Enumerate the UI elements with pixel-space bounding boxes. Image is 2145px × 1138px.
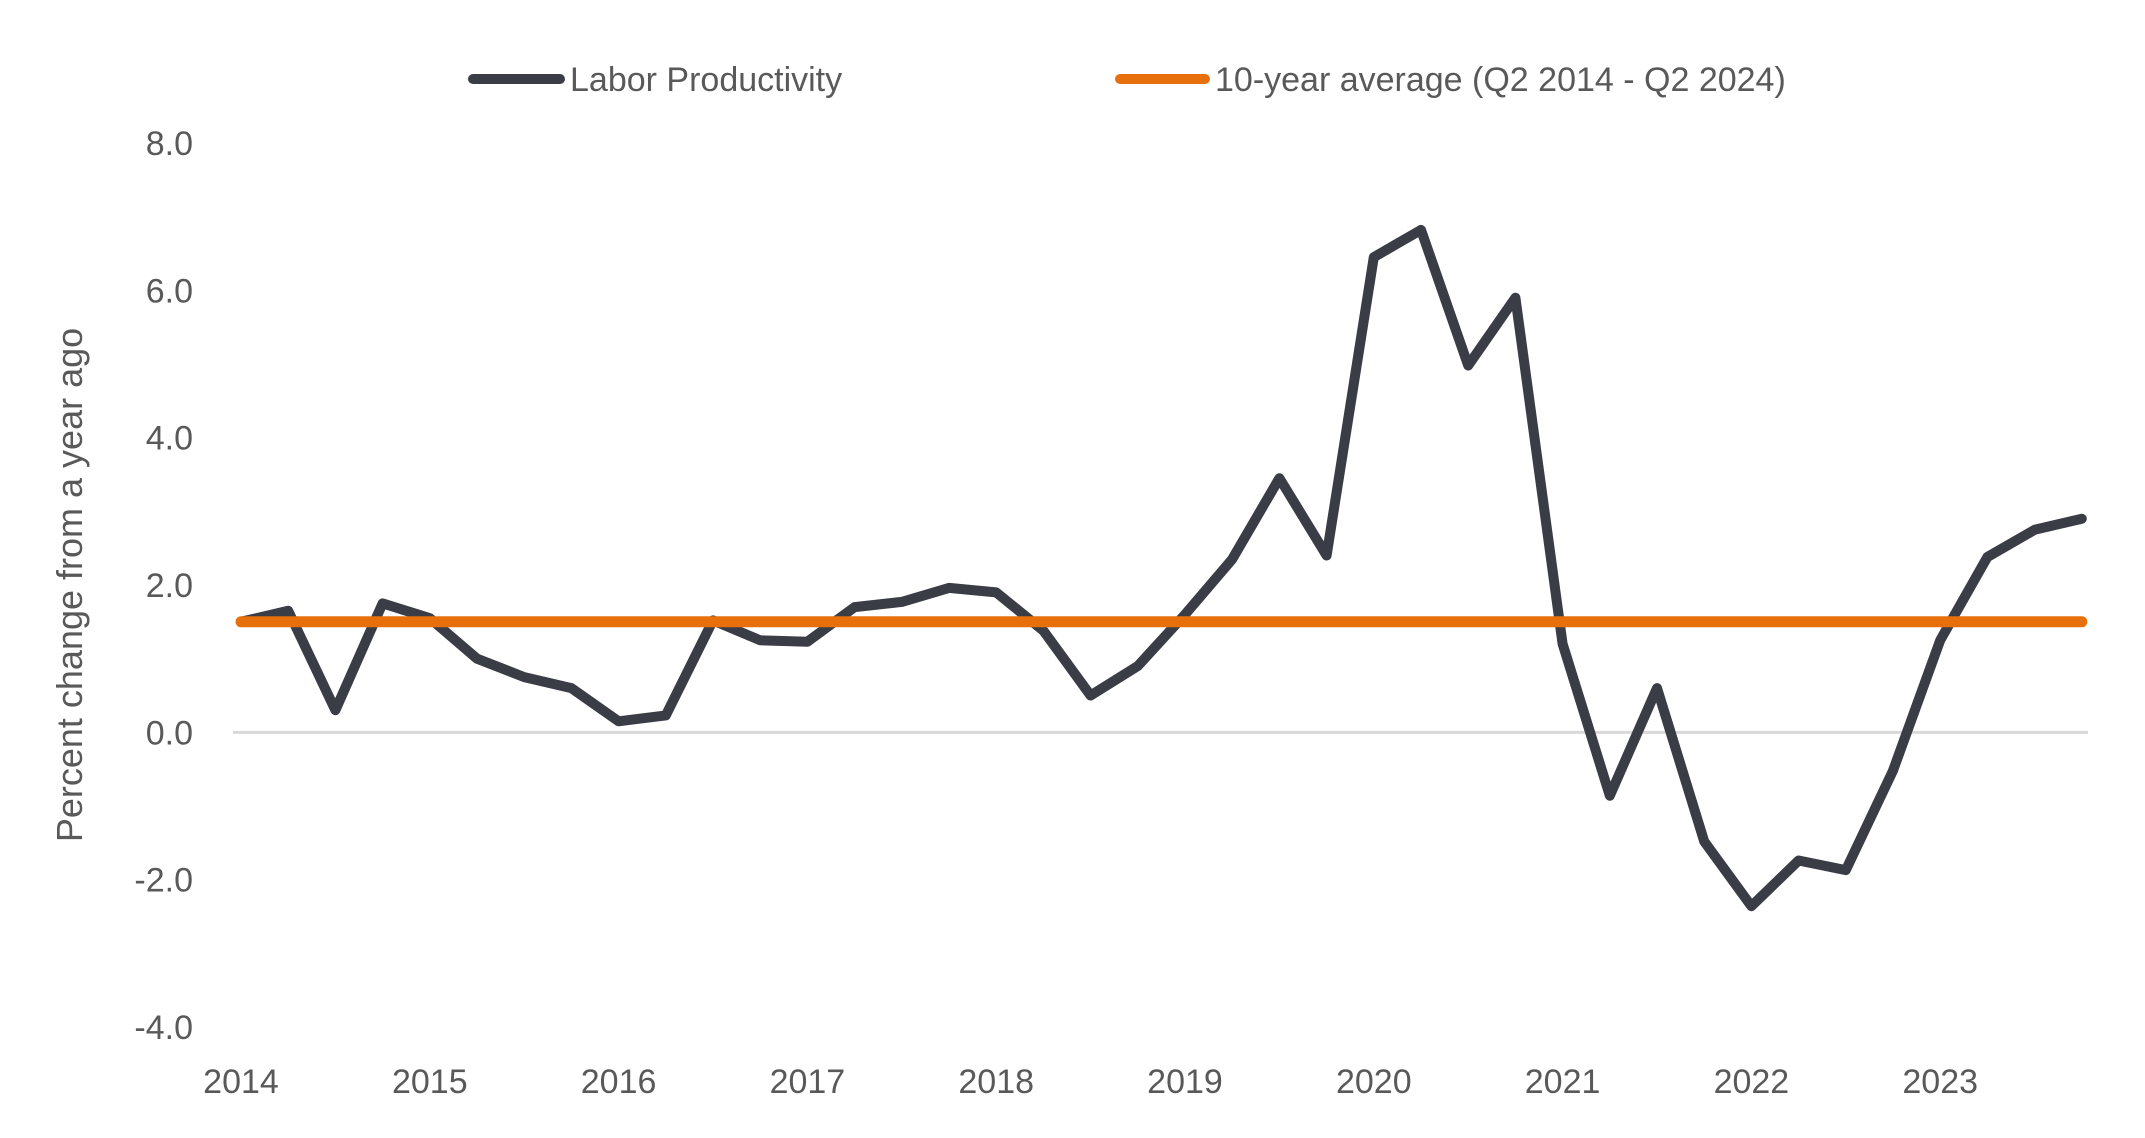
y-tick-label: 8.0 xyxy=(146,125,193,163)
x-tick-label: 2015 xyxy=(392,1063,468,1101)
y-tick-label: 0.0 xyxy=(146,714,193,752)
x-tick-label: 2022 xyxy=(1714,1063,1790,1101)
y-axis-ticks: 8.0 6.0 4.0 2.0 0.0 -2.0 -4.0 xyxy=(134,125,193,1047)
x-tick-label: 2023 xyxy=(1902,1063,1978,1101)
legend-item-labor-productivity: Labor Productivity xyxy=(468,61,842,99)
x-axis-ticks: 2014 2015 2016 2017 2018 2019 2020 2021 2022 2023 xyxy=(203,1063,1978,1101)
x-tick-label: 2018 xyxy=(958,1063,1034,1101)
y-tick-label: -4.0 xyxy=(134,1009,193,1047)
legend: Labor Productivity 10-year average (Q2 2… xyxy=(468,61,1786,99)
y-axis-title: Percent change from a year ago xyxy=(49,328,90,842)
series-line-labor-productivity xyxy=(236,224,2087,912)
series-group xyxy=(235,224,2088,912)
y-tick-label: 6.0 xyxy=(146,272,193,310)
x-tick-label: 2020 xyxy=(1336,1063,1412,1101)
x-tick-label: 2021 xyxy=(1525,1063,1601,1101)
y-tick-label: 2.0 xyxy=(146,567,193,605)
x-tick-label: 2017 xyxy=(770,1063,846,1101)
x-tick-label: 2019 xyxy=(1147,1063,1223,1101)
legend-label-10-year-average: 10-year average (Q2 2014 - Q2 2024) xyxy=(1215,61,1786,99)
y-tick-label: 4.0 xyxy=(146,420,193,458)
x-tick-label: 2016 xyxy=(581,1063,657,1101)
legend-item-10-year-average: 10-year average (Q2 2014 - Q2 2024) xyxy=(1115,61,1786,99)
y-tick-label: -2.0 xyxy=(134,862,193,900)
legend-label-labor-productivity: Labor Productivity xyxy=(570,61,842,99)
x-tick-label: 2014 xyxy=(203,1063,279,1101)
